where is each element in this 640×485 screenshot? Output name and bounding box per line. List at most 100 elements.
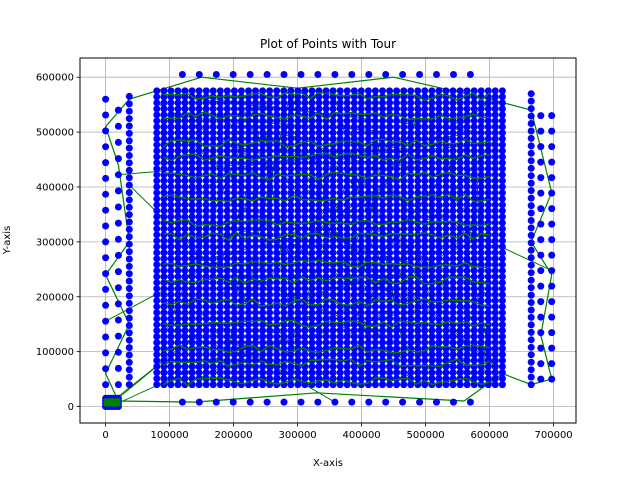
data-point [216, 213, 224, 221]
data-point [407, 333, 415, 341]
data-point [125, 255, 133, 263]
data-point [463, 177, 471, 185]
data-point [348, 71, 356, 78]
data-point [393, 213, 401, 221]
data-point [167, 225, 175, 233]
data-point [435, 177, 443, 185]
data-point [527, 157, 535, 165]
data-point [364, 213, 372, 221]
data-point [393, 165, 401, 173]
data-point [336, 237, 344, 245]
data-point [209, 303, 217, 311]
data-point [209, 369, 217, 377]
data-point [322, 177, 330, 185]
data-point [280, 189, 288, 197]
data-point [252, 369, 259, 377]
data-point [331, 71, 339, 78]
data-point [114, 106, 122, 114]
data-point [364, 177, 372, 185]
data-point [294, 123, 302, 131]
data-point [442, 255, 450, 263]
data-point [463, 249, 471, 257]
data-point [259, 105, 267, 113]
data-point [322, 135, 330, 143]
data-point [229, 398, 237, 406]
data-point [484, 351, 492, 359]
data-point [350, 339, 358, 347]
data-point [456, 369, 464, 377]
data-point [449, 315, 457, 323]
data-point [160, 183, 168, 191]
data-point [456, 159, 464, 167]
data-point [386, 159, 394, 167]
data-point [371, 117, 379, 125]
data-point [350, 135, 358, 143]
data-point [357, 243, 365, 251]
data-point [252, 303, 259, 311]
data-point [280, 339, 288, 347]
data-point [470, 87, 478, 95]
data-point [322, 105, 330, 113]
data-point [484, 309, 492, 317]
data-point [153, 177, 161, 185]
data-point [322, 93, 330, 101]
data-point [315, 237, 323, 245]
data-point [301, 267, 309, 275]
data-point [245, 291, 252, 299]
data-point [470, 267, 478, 275]
data-point [216, 177, 224, 185]
data-point [407, 315, 415, 323]
data-point [209, 315, 217, 323]
data-point [160, 339, 168, 347]
data-point [294, 321, 302, 329]
data-point [266, 357, 274, 365]
data-point [315, 285, 323, 293]
data-point [421, 99, 429, 107]
data-point [498, 195, 506, 203]
data-point [491, 93, 499, 101]
data-point [477, 99, 485, 107]
data-point [252, 177, 259, 185]
data-point [379, 303, 386, 311]
data-point [386, 141, 394, 149]
data-point [456, 267, 464, 275]
data-point [167, 273, 175, 281]
data-point [336, 381, 344, 389]
data-point [484, 339, 492, 347]
data-point [343, 123, 351, 131]
data-point [537, 282, 545, 290]
data-point [266, 297, 274, 305]
data-point [287, 285, 295, 293]
data-point [287, 249, 295, 257]
data-point [209, 381, 217, 389]
data-point [216, 363, 224, 371]
data-point [400, 381, 408, 389]
data-point [442, 273, 450, 281]
data-point [195, 339, 203, 347]
data-point [181, 333, 189, 341]
data-point [414, 153, 422, 161]
data-point [273, 327, 281, 335]
data-point [357, 135, 365, 143]
data-point [273, 357, 281, 365]
data-point [442, 87, 450, 95]
data-point [252, 375, 259, 383]
data-point [322, 315, 330, 323]
data-point [491, 189, 499, 197]
data-point [379, 291, 386, 299]
data-point [188, 285, 196, 293]
data-point [435, 297, 443, 305]
data-point [160, 297, 168, 305]
data-point [365, 71, 373, 78]
x-tick-label: 600000 [471, 430, 509, 441]
data-point [202, 159, 210, 167]
data-point [237, 369, 245, 377]
data-point [308, 363, 316, 371]
data-point [400, 201, 408, 209]
data-point [484, 177, 492, 185]
tour-band [163, 319, 490, 329]
data-point [343, 285, 351, 293]
data-point [491, 129, 499, 137]
data-point [336, 327, 344, 335]
data-point [442, 99, 450, 107]
